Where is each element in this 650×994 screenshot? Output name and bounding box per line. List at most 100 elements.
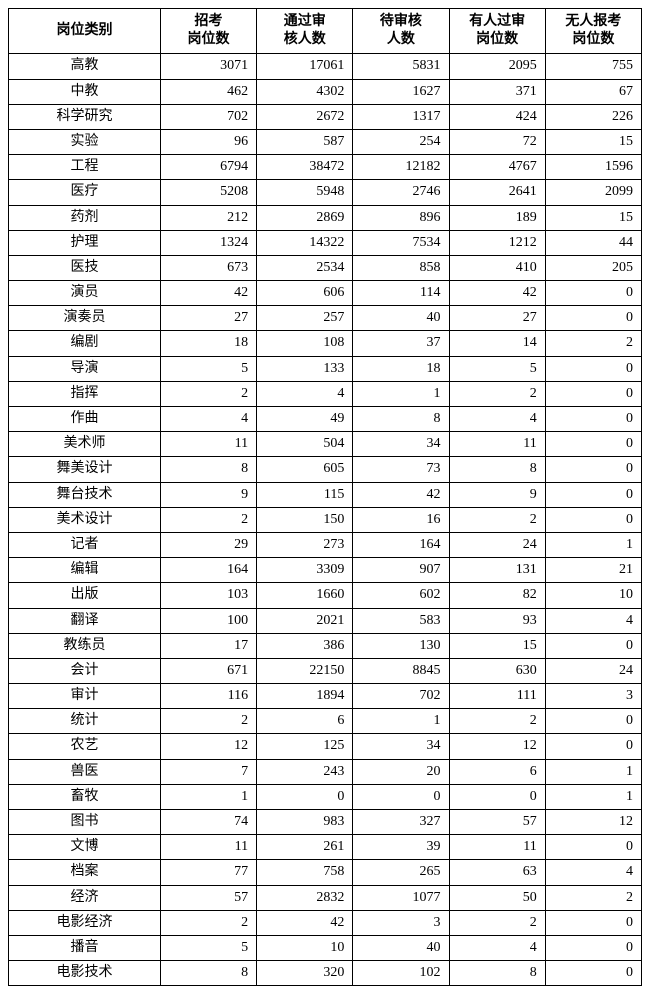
table-row: 兽医72432061 xyxy=(9,759,642,784)
value-cell: 261 xyxy=(257,835,353,860)
value-cell: 1 xyxy=(353,709,449,734)
value-cell: 4 xyxy=(545,860,641,885)
value-cell: 1 xyxy=(160,784,256,809)
value-cell: 27 xyxy=(449,306,545,331)
value-cell: 8 xyxy=(160,961,256,986)
value-cell: 116 xyxy=(160,684,256,709)
value-cell: 15 xyxy=(545,205,641,230)
value-cell: 371 xyxy=(449,79,545,104)
value-cell: 108 xyxy=(257,331,353,356)
value-cell: 17 xyxy=(160,633,256,658)
value-cell: 12 xyxy=(449,734,545,759)
value-cell: 130 xyxy=(353,633,449,658)
value-cell: 1 xyxy=(545,759,641,784)
category-cell: 畜牧 xyxy=(9,784,161,809)
value-cell: 4 xyxy=(160,407,256,432)
value-cell: 24 xyxy=(545,658,641,683)
value-cell: 2534 xyxy=(257,255,353,280)
table-row: 翻译1002021583934 xyxy=(9,608,642,633)
col-header-1: 招考岗位数 xyxy=(160,9,256,54)
col-header-0: 岗位类别 xyxy=(9,9,161,54)
category-cell: 工程 xyxy=(9,155,161,180)
category-cell: 电影经济 xyxy=(9,910,161,935)
value-cell: 2 xyxy=(160,910,256,935)
table-row: 会计67122150884563024 xyxy=(9,658,642,683)
table-row: 图书749833275712 xyxy=(9,810,642,835)
value-cell: 858 xyxy=(353,255,449,280)
value-cell: 57 xyxy=(160,885,256,910)
value-cell: 14322 xyxy=(257,230,353,255)
table-row: 舞美设计86057380 xyxy=(9,457,642,482)
value-cell: 37 xyxy=(353,331,449,356)
col-header-5: 无人报考岗位数 xyxy=(545,9,641,54)
value-cell: 164 xyxy=(353,532,449,557)
value-cell: 254 xyxy=(353,129,449,154)
value-cell: 0 xyxy=(545,507,641,532)
table-row: 美术设计21501620 xyxy=(9,507,642,532)
category-cell: 兽医 xyxy=(9,759,161,784)
category-cell: 经济 xyxy=(9,885,161,910)
value-cell: 96 xyxy=(160,129,256,154)
value-cell: 205 xyxy=(545,255,641,280)
category-cell: 美术师 xyxy=(9,432,161,457)
value-cell: 2021 xyxy=(257,608,353,633)
table-row: 医疗52085948274626412099 xyxy=(9,180,642,205)
value-cell: 2 xyxy=(449,507,545,532)
table-row: 科学研究70226721317424226 xyxy=(9,104,642,129)
value-cell: 602 xyxy=(353,583,449,608)
value-cell: 410 xyxy=(449,255,545,280)
value-cell: 2095 xyxy=(449,54,545,79)
value-cell: 100 xyxy=(160,608,256,633)
table-row: 审计11618947021113 xyxy=(9,684,642,709)
value-cell: 907 xyxy=(353,558,449,583)
value-cell: 265 xyxy=(353,860,449,885)
value-cell: 42 xyxy=(449,281,545,306)
table-row: 实验965872547215 xyxy=(9,129,642,154)
value-cell: 42 xyxy=(257,910,353,935)
category-cell: 编辑 xyxy=(9,558,161,583)
value-cell: 74 xyxy=(160,810,256,835)
value-cell: 896 xyxy=(353,205,449,230)
value-cell: 226 xyxy=(545,104,641,129)
value-cell: 2 xyxy=(160,709,256,734)
value-cell: 7534 xyxy=(353,230,449,255)
category-cell: 播音 xyxy=(9,935,161,960)
value-cell: 983 xyxy=(257,810,353,835)
value-cell: 40 xyxy=(353,935,449,960)
value-cell: 673 xyxy=(160,255,256,280)
category-cell: 编剧 xyxy=(9,331,161,356)
category-cell: 舞美设计 xyxy=(9,457,161,482)
table-row: 电影技术832010280 xyxy=(9,961,642,986)
value-cell: 2832 xyxy=(257,885,353,910)
value-cell: 702 xyxy=(353,684,449,709)
table-row: 文博1126139110 xyxy=(9,835,642,860)
value-cell: 11 xyxy=(160,432,256,457)
value-cell: 5948 xyxy=(257,180,353,205)
value-cell: 0 xyxy=(545,961,641,986)
value-cell: 4 xyxy=(449,935,545,960)
value-cell: 0 xyxy=(545,432,641,457)
value-cell: 2746 xyxy=(353,180,449,205)
value-cell: 21 xyxy=(545,558,641,583)
value-cell: 44 xyxy=(545,230,641,255)
value-cell: 606 xyxy=(257,281,353,306)
category-cell: 演奏员 xyxy=(9,306,161,331)
value-cell: 20 xyxy=(353,759,449,784)
value-cell: 57 xyxy=(449,810,545,835)
value-cell: 5 xyxy=(160,935,256,960)
value-cell: 8845 xyxy=(353,658,449,683)
category-cell: 护理 xyxy=(9,230,161,255)
table-row: 演奏员2725740270 xyxy=(9,306,642,331)
value-cell: 114 xyxy=(353,281,449,306)
value-cell: 29 xyxy=(160,532,256,557)
table-row: 舞台技术91154290 xyxy=(9,482,642,507)
table-row: 导演51331850 xyxy=(9,356,642,381)
value-cell: 671 xyxy=(160,658,256,683)
value-cell: 12 xyxy=(160,734,256,759)
category-cell: 图书 xyxy=(9,810,161,835)
category-cell: 统计 xyxy=(9,709,161,734)
col-header-2: 通过审核人数 xyxy=(257,9,353,54)
value-cell: 10 xyxy=(545,583,641,608)
category-cell: 高教 xyxy=(9,54,161,79)
value-cell: 77 xyxy=(160,860,256,885)
